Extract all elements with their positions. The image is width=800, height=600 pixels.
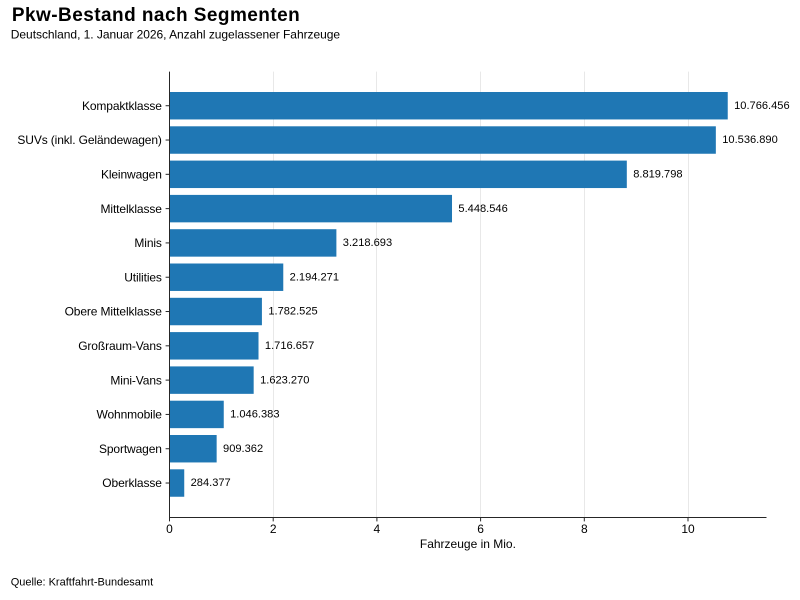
svg-text:Oberklasse: Oberklasse xyxy=(102,476,162,490)
svg-text:6: 6 xyxy=(477,522,484,536)
svg-text:5.448.546: 5.448.546 xyxy=(458,203,507,215)
svg-text:2: 2 xyxy=(270,522,277,536)
svg-text:Mittelklasse: Mittelklasse xyxy=(101,202,163,216)
svg-text:Wohnmobile: Wohnmobile xyxy=(97,408,163,422)
svg-text:909.362: 909.362 xyxy=(223,443,263,455)
svg-text:Utilities: Utilities xyxy=(124,270,162,284)
svg-text:1.716.657: 1.716.657 xyxy=(265,340,314,352)
svg-text:Fahrzeuge in Mio.: Fahrzeuge in Mio. xyxy=(420,537,516,551)
svg-text:Minis: Minis xyxy=(134,236,162,250)
svg-text:Großraum-Vans: Großraum-Vans xyxy=(78,339,162,353)
svg-text:Quelle: Kraftfahrt-Bundesamt: Quelle: Kraftfahrt-Bundesamt xyxy=(11,576,153,588)
svg-text:3.218.693: 3.218.693 xyxy=(343,237,392,249)
svg-text:Mini-Vans: Mini-Vans xyxy=(110,373,161,387)
svg-text:1.046.383: 1.046.383 xyxy=(230,409,279,421)
svg-text:Kompaktklasse: Kompaktklasse xyxy=(82,99,162,113)
svg-text:1.623.270: 1.623.270 xyxy=(260,374,309,386)
svg-text:8.819.798: 8.819.798 xyxy=(633,169,682,181)
svg-text:SUVs (inkl. Geländewagen): SUVs (inkl. Geländewagen) xyxy=(17,133,162,147)
svg-text:10.536.890: 10.536.890 xyxy=(722,134,778,146)
svg-text:10.766.456: 10.766.456 xyxy=(734,100,790,112)
svg-text:Deutschland, 1. Januar 2026, A: Deutschland, 1. Januar 2026, Anzahl zuge… xyxy=(11,28,341,42)
svg-text:8: 8 xyxy=(581,522,588,536)
svg-text:Pkw-Bestand nach Segmenten: Pkw-Bestand nach Segmenten xyxy=(12,5,300,26)
svg-text:Obere Mittelklasse: Obere Mittelklasse xyxy=(65,305,163,319)
svg-text:10: 10 xyxy=(681,522,695,536)
svg-text:1.782.525: 1.782.525 xyxy=(268,306,317,318)
svg-text:2.194.271: 2.194.271 xyxy=(290,271,339,283)
svg-text:0: 0 xyxy=(166,522,173,536)
svg-text:4: 4 xyxy=(374,522,381,536)
svg-text:284.377: 284.377 xyxy=(191,477,231,489)
svg-text:Sportwagen: Sportwagen xyxy=(99,442,162,456)
svg-text:Kleinwagen: Kleinwagen xyxy=(101,167,162,181)
